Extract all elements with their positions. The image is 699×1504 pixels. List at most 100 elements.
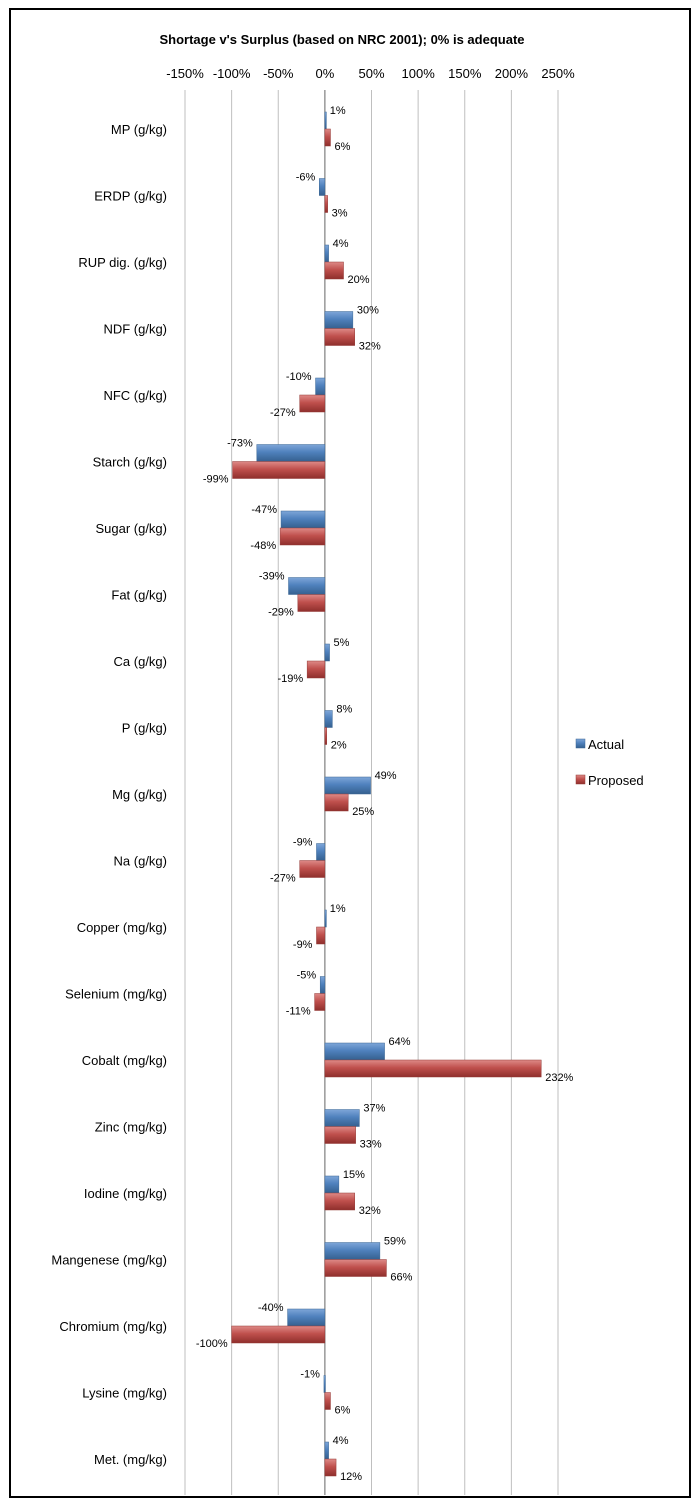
data-label-proposed: 6% <box>334 1405 350 1417</box>
data-label-proposed: -9% <box>293 939 313 951</box>
data-label-proposed: 20% <box>348 274 370 286</box>
data-label-proposed: -100% <box>196 1338 228 1350</box>
category-label: RUP dig. (g/kg) <box>78 255 167 270</box>
data-label-actual: 37% <box>363 1103 385 1115</box>
data-label-actual: 15% <box>343 1169 365 1181</box>
bar-proposed <box>279 527 326 546</box>
bar-proposed <box>297 594 326 612</box>
bar-actual <box>324 1042 385 1061</box>
bar-proposed <box>324 1458 337 1477</box>
data-label-actual: 4% <box>333 1435 349 1447</box>
category-label: MP (g/kg) <box>111 122 167 137</box>
data-label-actual: 59% <box>384 1236 406 1248</box>
category-label: Cobalt (mg/kg) <box>82 1053 167 1068</box>
bar-proposed <box>299 860 326 878</box>
x-tick-label: -100% <box>213 66 251 81</box>
data-label-actual: -9% <box>293 837 313 849</box>
data-label-actual: -73% <box>227 438 253 450</box>
bar-actual <box>319 976 326 994</box>
x-tick-label: 0% <box>315 66 334 81</box>
bar-actual <box>319 178 326 196</box>
bars <box>231 111 542 1477</box>
category-label: Zinc (mg/kg) <box>95 1120 167 1135</box>
data-label-proposed: 2% <box>331 740 347 752</box>
bar-proposed <box>324 793 349 812</box>
bar-proposed <box>306 660 326 679</box>
bar-actual <box>324 244 329 263</box>
bar-actual <box>316 843 326 861</box>
bar-actual <box>324 311 354 329</box>
data-label-proposed: -29% <box>268 607 294 619</box>
x-tick-label: 150% <box>448 66 482 81</box>
category-label: Met. (mg/kg) <box>94 1452 167 1467</box>
bar-actual <box>324 909 327 928</box>
bar-actual <box>324 1175 340 1194</box>
category-label: Fat (g/kg) <box>111 588 167 603</box>
x-tick-label: 50% <box>358 66 384 81</box>
bar-proposed <box>324 328 355 346</box>
bar-actual <box>324 1242 381 1260</box>
bar-proposed <box>324 128 331 147</box>
data-label-actual: -39% <box>259 571 285 583</box>
data-label-proposed: 25% <box>352 806 374 818</box>
category-label: Chromium (mg/kg) <box>59 1319 167 1334</box>
x-axis-tick-labels: -150% -100% -50% 0% 50% 100% 150% 200% 250% <box>166 66 575 81</box>
data-label-proposed: -27% <box>270 407 296 419</box>
data-label-actual: 4% <box>333 238 349 250</box>
data-label-proposed: -11% <box>286 1006 311 1018</box>
chart-title: Shortage v's Surplus (based on NRC 2001)… <box>159 32 524 47</box>
bar-actual <box>324 710 333 728</box>
category-label: Lysine (mg/kg) <box>82 1386 167 1401</box>
bar-actual <box>324 1441 329 1460</box>
data-label-actual: 5% <box>334 637 350 649</box>
category-labels: MP (g/kg) ERDP (g/kg) RUP dig. (g/kg) NDF (… <box>51 122 167 1467</box>
category-label: Ca (g/kg) <box>114 654 167 669</box>
legend-label-actual: Actual <box>588 737 624 752</box>
data-label-actual: -47% <box>251 504 277 516</box>
data-label-proposed: 66% <box>390 1272 412 1284</box>
category-label: Mangenese (mg/kg) <box>51 1253 167 1268</box>
bar-actual <box>288 577 326 595</box>
category-label: Starch (g/kg) <box>93 455 167 470</box>
data-label-proposed: 12% <box>340 1471 362 1483</box>
data-label-proposed: 3% <box>332 208 348 220</box>
category-label: Selenium (mg/kg) <box>65 987 167 1002</box>
bar-proposed <box>231 1325 326 1344</box>
bar-actual <box>315 377 326 396</box>
x-tick-label: -150% <box>166 66 204 81</box>
legend-swatch-proposed <box>575 774 586 785</box>
data-label-proposed: -27% <box>270 873 296 885</box>
data-label-proposed: -19% <box>277 673 303 685</box>
data-label-actual: -1% <box>300 1369 320 1381</box>
category-label: NFC (g/kg) <box>103 388 167 403</box>
data-label-proposed: -99% <box>203 474 229 486</box>
data-label-actual: -6% <box>296 172 316 184</box>
x-tick-label: 200% <box>495 66 529 81</box>
data-label-proposed: 6% <box>334 141 350 153</box>
category-label: Na (g/kg) <box>114 854 167 869</box>
data-label-actual: 1% <box>330 903 346 915</box>
data-label-actual: -10% <box>286 371 312 383</box>
bar-proposed <box>316 926 326 945</box>
category-label: ERDP (g/kg) <box>94 189 167 204</box>
bar-actual <box>287 1308 326 1327</box>
category-label: Mg (g/kg) <box>112 787 167 802</box>
category-label: P (g/kg) <box>122 721 167 736</box>
bar-proposed <box>324 1059 542 1078</box>
category-label: Copper (mg/kg) <box>77 920 167 935</box>
bar-actual <box>280 510 326 529</box>
bar-actual <box>324 643 330 662</box>
bar-proposed <box>324 1126 356 1144</box>
data-labels: 1% 6% -6% 3% 4% 20% 30% 32% -10% -27% -73% -99% -47%… <box>196 105 574 1483</box>
x-tick-label: 100% <box>402 66 436 81</box>
x-tick-label: 250% <box>541 66 575 81</box>
category-label: Iodine (mg/kg) <box>84 1186 167 1201</box>
bar-proposed <box>324 261 344 280</box>
data-label-proposed: 232% <box>545 1072 573 1084</box>
bar-proposed <box>232 461 326 479</box>
data-label-actual: 8% <box>336 704 352 716</box>
data-label-actual: -40% <box>258 1302 284 1314</box>
category-label: Sugar (g/kg) <box>95 521 167 536</box>
legend-swatch-actual <box>575 738 586 749</box>
